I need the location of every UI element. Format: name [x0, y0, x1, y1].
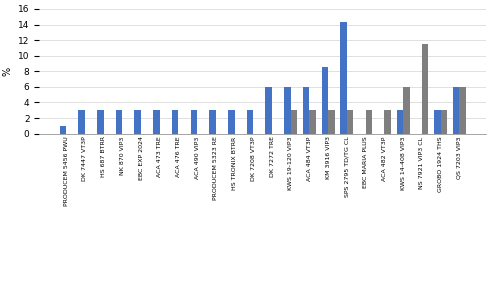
Bar [440, 110, 447, 134]
Bar [366, 110, 372, 134]
Bar [384, 110, 391, 134]
Bar [328, 110, 335, 134]
Bar [266, 87, 272, 134]
Bar [434, 110, 440, 134]
Bar [191, 110, 197, 134]
Bar [309, 110, 316, 134]
Bar [209, 110, 216, 134]
Bar [172, 110, 178, 134]
Bar [397, 110, 403, 134]
Bar [340, 22, 347, 134]
Bar [303, 87, 309, 134]
Bar [422, 44, 428, 134]
Bar [291, 110, 298, 134]
Bar [247, 110, 253, 134]
Bar [135, 110, 141, 134]
Bar [153, 110, 160, 134]
Bar [59, 126, 66, 134]
Bar [284, 87, 291, 134]
Bar [453, 87, 459, 134]
Bar [347, 110, 354, 134]
Y-axis label: %: % [2, 67, 12, 76]
Bar [116, 110, 122, 134]
Bar [97, 110, 104, 134]
Bar [459, 87, 466, 134]
Bar [403, 87, 409, 134]
Bar [78, 110, 85, 134]
Bar [322, 67, 328, 134]
Bar [228, 110, 235, 134]
